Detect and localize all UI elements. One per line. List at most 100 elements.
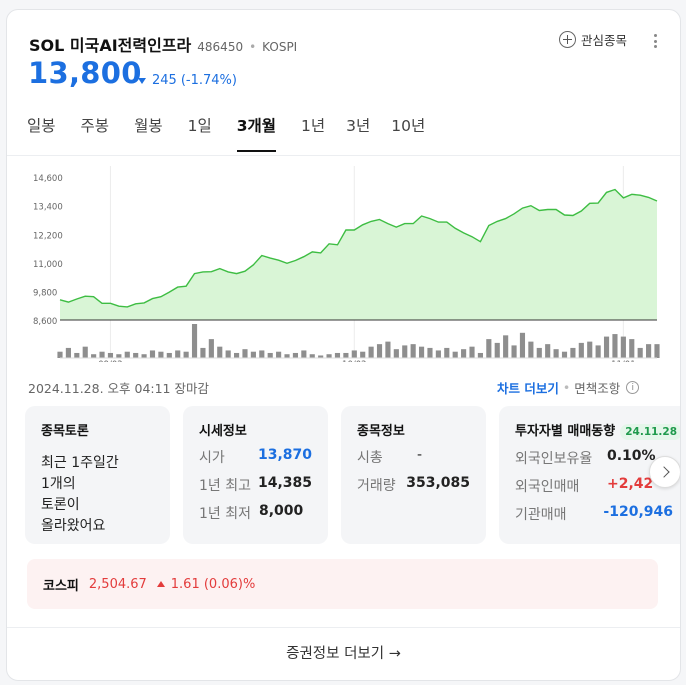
- stock-info-title: 종목정보: [357, 424, 405, 439]
- volume-bar: [587, 341, 593, 358]
- volume-bar: [612, 334, 618, 358]
- disclaimer-link[interactable]: 면책조항: [574, 381, 621, 396]
- year-low-value: 8,000: [259, 503, 304, 519]
- up-triangle-icon: [156, 581, 165, 587]
- volume-bar: [646, 344, 652, 358]
- foreign-trade-label: 외국인매매: [515, 478, 580, 495]
- kospi-index-bar[interactable]: 코스피 2,504.67 1.61 (0.06)%: [27, 559, 658, 609]
- year-high-row: 1년 최고 14,385: [199, 475, 312, 495]
- tab-daily[interactable]: 일봉: [27, 117, 56, 135]
- price-chart[interactable]: 14,600 13,400 12,200 11,000 9,800 8,600 09/02 1…: [7, 162, 680, 362]
- stock-name[interactable]: SOL 미국AI전력인프라: [29, 36, 192, 55]
- volume-bar: [603, 336, 610, 358]
- market-close-time: 2024.11.28. 오후 04:11 장마감: [28, 381, 209, 396]
- volume-value: 353,085: [406, 475, 470, 491]
- investor-trend-title: 투자자별 매매동향 24.11.28: [515, 420, 680, 440]
- volume-bar: [620, 336, 626, 358]
- add-favorite-button[interactable]: 관심종목: [559, 30, 627, 49]
- volume-bar: [65, 347, 71, 358]
- volume-bar: [528, 341, 534, 358]
- volume-bar: [267, 352, 273, 358]
- market-info-panel[interactable]: 시세정보 시가 13,870 1년 최고 14,385 1년 최저 8,000: [183, 406, 328, 544]
- stock-card: SOL 미국AI전력인프라 486450 • KOSPI 관심종목 13,800…: [6, 9, 681, 681]
- panels-next-button[interactable]: [649, 456, 680, 488]
- market-cap-label: 시총: [357, 450, 383, 466]
- forum-text: 최근 1주일간 1개의 토론이 올라왔어요: [41, 455, 119, 534]
- info-icon[interactable]: i: [626, 381, 640, 394]
- volume-bar: [284, 354, 290, 358]
- volume-bar: [654, 344, 660, 358]
- volume-bar: [82, 346, 88, 358]
- stock-header: SOL 미국AI전력인프라 486450 • KOSPI: [29, 32, 297, 56]
- footer-divider: [7, 627, 680, 628]
- foreign-trade-value: +2,42: [607, 475, 654, 492]
- volume-bar: [469, 346, 475, 358]
- y-tick-label: 11,000: [33, 260, 63, 270]
- favorite-label: 관심종목: [581, 33, 628, 48]
- tab-1day[interactable]: 1일: [187, 117, 212, 135]
- volume-bar: [477, 352, 483, 358]
- volume-bar: [393, 349, 399, 358]
- volume-bar: [570, 347, 576, 358]
- open-price-value: 13,870: [257, 447, 312, 463]
- forum-panel[interactable]: 종목토론 최근 1주일간 1개의 토론이 올라왔어요: [25, 406, 170, 544]
- stock-code: 486450: [197, 40, 244, 54]
- volume-bar: [402, 345, 408, 358]
- more-options-button[interactable]: [648, 32, 662, 50]
- change-percent: (-1.74%): [180, 73, 237, 88]
- market-name: KOSPI: [262, 40, 298, 54]
- volume-bar: [351, 350, 357, 358]
- volume-bar: [578, 342, 584, 358]
- tab-3years[interactable]: 3년: [346, 117, 371, 135]
- plus-circle-icon: [559, 31, 576, 48]
- volume-bar: [553, 349, 559, 358]
- tab-3months[interactable]: 3개월: [236, 114, 277, 152]
- separator-dot: •: [562, 380, 571, 395]
- investor-trend-label: 투자자별 매매동향: [515, 424, 616, 439]
- volume-bar: [141, 354, 147, 358]
- volume-bar: [326, 354, 332, 358]
- volume-bar: [276, 351, 282, 358]
- forum-title: 종목토론: [41, 424, 89, 439]
- volume-bar: [234, 352, 240, 358]
- y-tick-label: 8,600: [33, 317, 57, 327]
- tab-weekly[interactable]: 주봉: [80, 117, 110, 135]
- change-amount: 245: [152, 73, 177, 88]
- volume-bar: [191, 324, 198, 358]
- more-vertical-icon: [653, 34, 657, 37]
- chart-more-link[interactable]: 차트 더보기: [497, 381, 559, 396]
- volume-bar: [149, 350, 156, 358]
- tab-10years[interactable]: 10년: [391, 117, 426, 135]
- index-name: 코스피: [43, 578, 79, 594]
- index-value: 2,504.67: [88, 576, 147, 592]
- x-tick-label: 10/02: [342, 360, 367, 362]
- foreign-ownership-value: 0.10%: [607, 447, 656, 464]
- volume-bar: [74, 352, 80, 358]
- tabs-divider: [7, 155, 680, 156]
- volume-label: 거래량: [357, 478, 396, 494]
- tab-1year[interactable]: 1년: [301, 117, 326, 135]
- volume-bar: [133, 352, 139, 358]
- tab-monthly[interactable]: 월봉: [134, 117, 163, 135]
- volume-bar: [242, 349, 248, 358]
- volume-bar: [503, 335, 509, 358]
- chevron-right-icon: [657, 466, 670, 478]
- volume-bar: [158, 351, 164, 358]
- volume-bar: [511, 345, 517, 358]
- volume-bar: [301, 350, 307, 358]
- price-line: [59, 188, 658, 308]
- y-tick-label: 9,800: [33, 288, 57, 298]
- down-triangle-icon: [138, 77, 146, 84]
- chart-links: 차트 더보기 • 면책조항 i: [497, 378, 640, 397]
- volume-bar: [309, 354, 315, 358]
- institution-trade-value: -120,946: [603, 503, 673, 520]
- foreign-trade-row: 외국인매매 +2,42: [515, 476, 673, 496]
- volume-bar: [107, 352, 114, 358]
- more-securities-info-link[interactable]: 증권정보 더보기 →: [286, 646, 401, 662]
- volume-bar: [208, 339, 214, 358]
- year-high-value: 14,385: [257, 475, 312, 491]
- market-cap-value: -: [417, 447, 423, 463]
- volume-bar: [444, 347, 450, 358]
- stock-info-panel[interactable]: 종목정보 시총 - 거래량 353,085: [341, 406, 486, 544]
- volume-bar: [250, 351, 256, 358]
